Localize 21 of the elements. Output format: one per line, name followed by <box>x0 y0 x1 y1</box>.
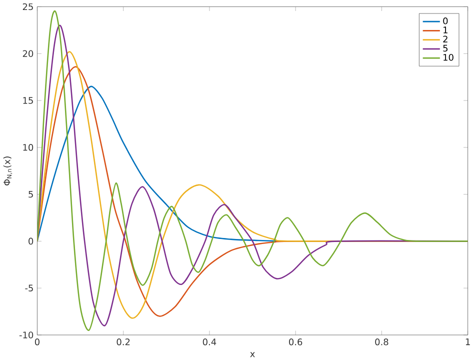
y-tick-label: 5 <box>28 190 33 198</box>
legend-label: 0 <box>443 17 448 24</box>
y-tick-label: 10 <box>23 144 34 151</box>
legend-label: 1 <box>444 26 448 34</box>
y-axis-title: Φ$_{N,n}$(x) <box>3 156 12 186</box>
y-tick-label: 25 <box>22 3 33 10</box>
x-tick-label: 0.6 <box>289 338 302 346</box>
x-tick-label: 1 <box>466 338 470 345</box>
y-tick-label: -10 <box>19 331 34 338</box>
x-axis-title: x <box>250 352 255 357</box>
legend-label: 2 <box>443 36 448 42</box>
y-tick-label: 0 <box>28 238 34 244</box>
x-tick-label: 0.4 <box>202 338 216 346</box>
y-tick-label: 15 <box>23 96 33 104</box>
y-tick-label: 20 <box>22 50 34 57</box>
x-tick-label: 0 <box>34 338 40 346</box>
x-tick-label: 0.2 <box>116 338 130 346</box>
legend-label: 5 <box>443 44 448 52</box>
x-tick-label: 0.8 <box>375 338 388 346</box>
legend-label: 10 <box>444 54 454 61</box>
y-tick-label: -5 <box>25 284 33 292</box>
